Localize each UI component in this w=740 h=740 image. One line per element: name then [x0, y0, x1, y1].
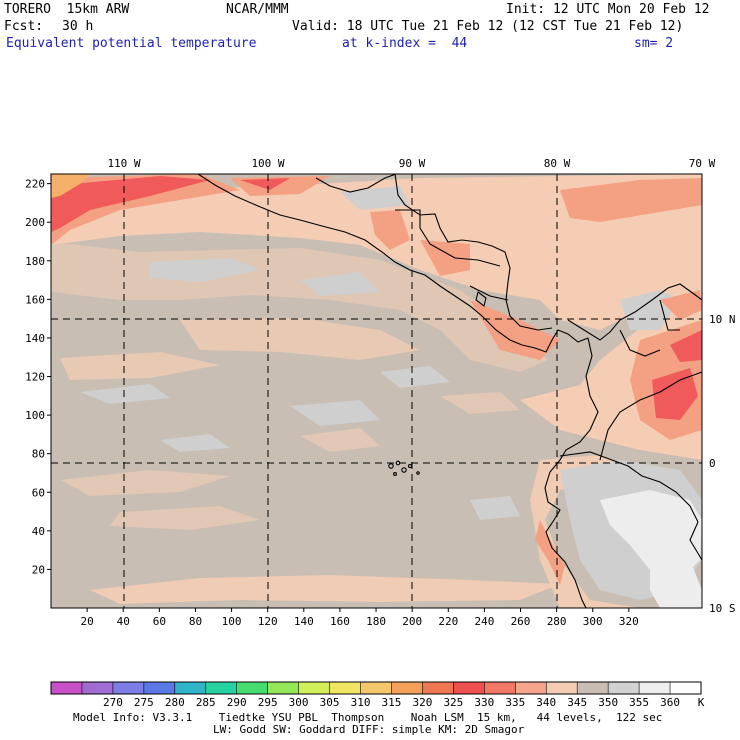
colorbar-swatch	[484, 682, 516, 694]
x-axis: 20 40 60 80 100 120 140 160 180 200 220 240 260 280 30…	[80, 608, 639, 628]
colorbar-swatch	[143, 682, 176, 694]
x-tick-label: 100	[222, 615, 242, 628]
lat-lon-grid	[51, 174, 702, 608]
y-tick-label: 100	[25, 409, 45, 422]
valid-time: Valid: 18 UTC Tue 21 Feb 12 (12 CST Tue …	[292, 19, 684, 34]
colorbar-label: 360	[660, 696, 680, 709]
colorbar-swatch	[391, 682, 423, 694]
longitude-labels: 110 W 100 W 90 W 80 W 70 W	[107, 157, 715, 170]
longitude-label: 110 W	[107, 157, 140, 170]
colorbar-swatch	[51, 682, 83, 694]
coastline-lines	[197, 173, 703, 609]
colorbar-swatch	[422, 682, 454, 694]
latitude-label: 0	[709, 457, 716, 470]
init-time: Init: 12 UTC Mon 20 Feb 12	[506, 2, 710, 17]
x-tick-label: 320	[619, 615, 639, 628]
y-tick-label: 120	[25, 371, 45, 384]
longitude-label: 90 W	[399, 157, 426, 170]
colorbar-swatch	[515, 682, 547, 694]
colorbar-swatch	[639, 682, 671, 694]
x-tick-label: 300	[583, 615, 603, 628]
model-info-line1: Model Info: V3.3.1 Tiedtke YSU PBL Thomp…	[73, 711, 663, 724]
colorbar-label: 335	[505, 696, 525, 709]
colorbar-swatch	[546, 682, 578, 694]
x-tick-label: 40	[117, 615, 130, 628]
longitude-label: 80 W	[544, 157, 571, 170]
colorbar-swatch	[670, 682, 702, 694]
x-tick-label: 160	[330, 615, 350, 628]
y-tick-label: 180	[25, 255, 45, 268]
y-axis: 20 40 60 80 100 120 140 160 180 200 220	[25, 178, 51, 576]
y-tick-label: 80	[32, 448, 45, 461]
x-tick-label: 80	[189, 615, 202, 628]
x-tick-label: 60	[153, 615, 166, 628]
colorbar-swatch	[360, 682, 392, 694]
colorbar-label: 325	[443, 696, 463, 709]
y-tick-label: 60	[32, 486, 45, 499]
x-tick-label: 280	[547, 615, 567, 628]
y-tick-label: 220	[25, 178, 45, 191]
colorbar-swatch	[174, 682, 207, 694]
colorbar-swatch	[236, 682, 269, 694]
colorbar-label: 330	[474, 696, 494, 709]
forecast-label: Fcst:	[4, 19, 44, 34]
model-name: TORERO 15km ARW	[4, 2, 130, 17]
colorbar-label: 275	[134, 696, 154, 709]
colorbar-label: 285	[196, 696, 216, 709]
longitude-label: 70 W	[689, 157, 716, 170]
latitude-label: 10 S	[709, 602, 736, 615]
colorbar-label: 350	[598, 696, 618, 709]
colorbar-label: 270	[103, 696, 123, 709]
colorbar-label: 310	[351, 696, 371, 709]
x-tick-label: 140	[294, 615, 314, 628]
colorbar-swatch	[205, 682, 238, 694]
x-tick-label: 240	[474, 615, 494, 628]
colorbar: 270 275 280 285 290 295 300 305 310 315 320 325 330 3…	[50, 681, 705, 709]
colorbar-swatch	[112, 682, 145, 694]
field-name: Equivalent potential temperature	[6, 36, 257, 51]
colorbar-label: 305	[320, 696, 340, 709]
x-tick-label: 20	[80, 615, 93, 628]
colorbar-label: 355	[629, 696, 649, 709]
colorbar-swatch	[453, 682, 485, 694]
theta-e-field	[51, 174, 702, 608]
colorbar-swatch	[329, 682, 362, 694]
y-tick-label: 160	[25, 293, 45, 306]
y-tick-label: 40	[32, 525, 45, 538]
organization: NCAR/MMM	[226, 2, 289, 17]
model-info-line2: LW: Godd SW: Goddard DIFF: simple KM: 2D…	[213, 723, 525, 736]
y-tick-label: 20	[32, 563, 45, 576]
longitude-label: 100 W	[251, 157, 284, 170]
x-tick-label: 120	[258, 615, 278, 628]
y-tick-label: 140	[25, 332, 45, 345]
k-index: at k-index = 44	[342, 36, 468, 51]
colorbar-swatch	[608, 682, 640, 694]
colorbar-swatch	[81, 682, 114, 694]
colorbar-label: 315	[382, 696, 402, 709]
x-tick-label: 180	[366, 615, 386, 628]
colorbar-swatch	[298, 682, 331, 694]
forecast-hour: 30 h	[62, 19, 94, 34]
colorbar-label: 320	[412, 696, 432, 709]
latitude-labels: 10 N 0 10 S	[709, 313, 736, 615]
colorbar-frame	[50, 681, 702, 695]
colorbar-label: 295	[258, 696, 278, 709]
colorbar-unit: K	[698, 696, 705, 709]
colorbar-label: 300	[289, 696, 309, 709]
colorbar-label: 345	[567, 696, 587, 709]
colorbar-swatch	[577, 682, 609, 694]
colorbar-label: 290	[227, 696, 247, 709]
x-tick-label: 200	[402, 615, 422, 628]
colorbar-label: 340	[536, 696, 556, 709]
smoothing: sm= 2	[634, 36, 674, 51]
y-tick-label: 200	[25, 216, 45, 229]
colorbar-label: 280	[165, 696, 185, 709]
x-tick-label: 260	[511, 615, 531, 628]
x-tick-label: 220	[438, 615, 458, 628]
latitude-label: 10 N	[709, 313, 736, 326]
colorbar-swatch	[267, 682, 300, 694]
